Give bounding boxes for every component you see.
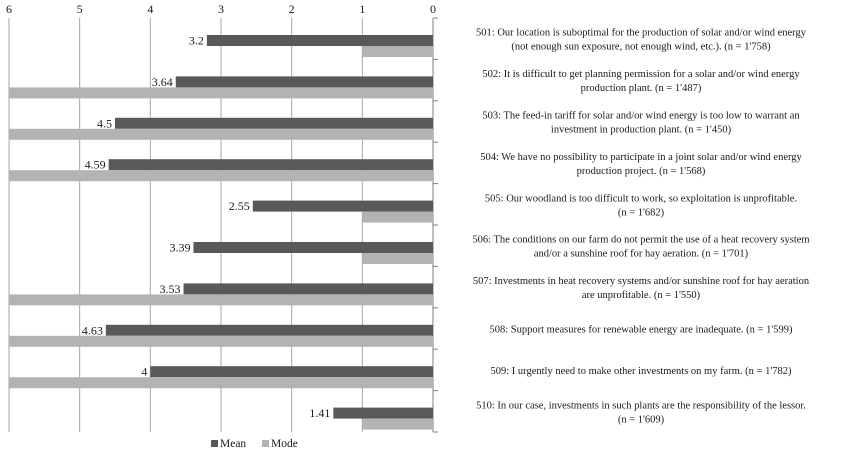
category-label-8: 508: Support measures for renewable ener… <box>490 325 793 336</box>
legend-label-mean: Mean <box>220 438 246 450</box>
tick-label-4: 4 <box>147 2 153 16</box>
bar-mean-7 <box>183 283 433 295</box>
bar-mean-4 <box>108 159 433 171</box>
bar-mean-8 <box>105 324 434 336</box>
data-label-mean-2: 3.64 <box>152 75 173 89</box>
bar-mean-9 <box>150 366 434 378</box>
legend-swatch-mean <box>211 440 218 447</box>
data-label-mean-5: 2.55 <box>229 199 250 213</box>
legend-swatch-mode <box>262 440 269 447</box>
category-label-5: 505: Our woodland is too difficult to wo… <box>485 193 797 218</box>
data-label-mean-9: 4 <box>141 365 147 379</box>
bar-mode-8 <box>9 335 433 347</box>
data-label-mean-1: 3.2 <box>189 34 204 48</box>
bar-mode-4 <box>9 170 433 182</box>
bar-mode-10 <box>362 418 433 430</box>
bar-mode-7 <box>9 294 433 306</box>
bar-mean-1 <box>206 35 433 46</box>
tick-label-6: 6 <box>6 2 12 16</box>
tick-label-1: 1 <box>359 2 365 16</box>
bar-mean-3 <box>115 117 433 129</box>
bar-mode-5 <box>362 211 433 223</box>
bar-mode-2 <box>9 87 433 99</box>
tick-label-0: 0 <box>430 2 436 16</box>
tick-label-2: 2 <box>289 2 295 16</box>
category-label-3: 503: The feed-in tariff for solar and/or… <box>482 111 800 136</box>
bar-mode-1 <box>362 46 433 57</box>
tick-label-5: 5 <box>77 2 83 16</box>
data-label-mean-10: 1.41 <box>309 406 330 420</box>
bar-mode-9 <box>9 377 433 389</box>
category-label-4: 504: We have no possibility to participa… <box>480 152 802 177</box>
category-label-9: 509: I urgently need to make other inves… <box>491 366 792 377</box>
bar-mean-5 <box>252 200 433 212</box>
category-label-1: 501: Our location is suboptimal for the … <box>476 28 807 53</box>
data-label-mean-3: 4.5 <box>97 116 112 130</box>
bar-mode-3 <box>9 128 433 140</box>
bar-mean-10 <box>333 407 433 419</box>
category-label-10: 510: In our case, investments in such pl… <box>476 400 806 425</box>
data-label-mean-6: 3.39 <box>169 241 190 255</box>
category-label-7: 507: Investments in heat recovery system… <box>473 276 810 301</box>
category-label-6: 506: The conditions on our farm do not p… <box>472 235 809 260</box>
bar-mean-6 <box>193 242 433 253</box>
category-label-2: 502: It is difficult to get planning per… <box>482 69 800 94</box>
data-label-mean-4: 4.59 <box>85 158 106 172</box>
tick-label-3: 3 <box>218 2 224 16</box>
data-label-mean-7: 3.53 <box>160 282 181 296</box>
data-label-mean-8: 4.63 <box>82 323 103 337</box>
bar-mode-6 <box>362 253 433 264</box>
bar-mean-2 <box>175 76 434 88</box>
legend-label-mode: Mode <box>271 438 298 450</box>
